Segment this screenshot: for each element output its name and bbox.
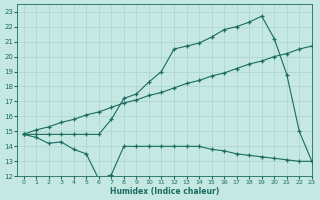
X-axis label: Humidex (Indice chaleur): Humidex (Indice chaleur) <box>110 187 219 196</box>
